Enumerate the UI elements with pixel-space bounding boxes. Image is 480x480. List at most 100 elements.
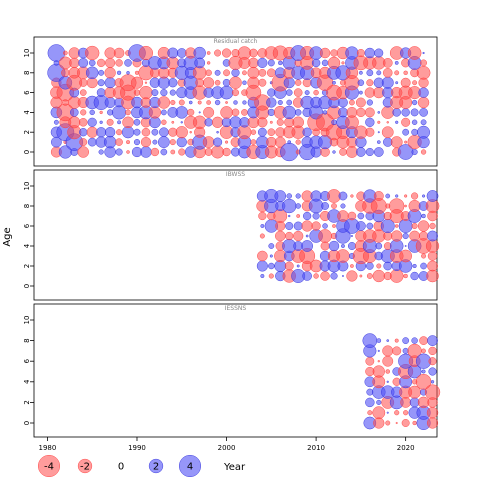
bubble: [419, 108, 428, 117]
bubble: [366, 273, 373, 279]
bubble: [382, 345, 394, 357]
bubble: [421, 369, 426, 374]
bubble: [266, 68, 276, 78]
y-tick-label: 4: [23, 110, 31, 115]
bubble: [80, 109, 87, 116]
bubble: [98, 69, 105, 76]
bubble: [426, 190, 439, 202]
legend-bubble: [178, 454, 202, 478]
y-tick-label: 0: [23, 421, 31, 425]
bubble: [214, 79, 221, 86]
bubble: [337, 210, 349, 222]
bubble: [400, 397, 412, 408]
bubble: [407, 46, 422, 60]
bubble: [427, 230, 438, 242]
bubble: [189, 130, 192, 134]
bubble: [79, 89, 87, 96]
bubble: [401, 117, 411, 127]
bubble: [126, 150, 130, 154]
y-tick-label: 8: [23, 338, 31, 342]
bubble: [377, 120, 381, 124]
bubble: [376, 338, 382, 343]
bubble: [338, 97, 348, 108]
bubble: [428, 367, 437, 376]
legend-bubble: [77, 458, 93, 474]
bubble: [267, 128, 276, 137]
bubble: [134, 70, 140, 75]
bubble: [117, 120, 122, 125]
bubble: [98, 149, 104, 155]
bubble: [225, 101, 228, 104]
bubble: [420, 149, 427, 155]
bubble: [211, 145, 225, 159]
bubble: [295, 203, 301, 209]
x-tick-label: 2000: [218, 444, 236, 452]
legend-label: 2: [153, 462, 159, 473]
legend-item: 0: [118, 462, 124, 473]
bubble: [394, 70, 400, 76]
bubble: [426, 269, 439, 283]
bubble: [250, 129, 257, 135]
bubble: [377, 131, 380, 134]
bubble: [424, 384, 441, 400]
bubble: [364, 47, 376, 59]
bubble: [53, 119, 59, 125]
bubble: [61, 68, 70, 77]
bubble: [69, 57, 80, 69]
bubble: [176, 136, 187, 148]
bubble: [427, 251, 438, 261]
bubble: [341, 244, 345, 248]
bubble: [356, 147, 366, 157]
bubble: [157, 136, 170, 148]
bubble: [211, 116, 224, 128]
bubble: [365, 397, 375, 408]
y-tick-label: 6: [23, 90, 31, 95]
bubble: [257, 250, 268, 262]
bubble: [222, 147, 231, 157]
bubble: [422, 51, 425, 55]
panel-1: IBWSS 0 2 4 6 8 10: [23, 169, 440, 301]
bubble: [377, 360, 380, 363]
bubble: [421, 213, 426, 219]
bubble: [401, 419, 410, 427]
bubble: [148, 106, 162, 119]
bubble: [198, 111, 201, 114]
bubble: [87, 137, 97, 147]
bubble: [342, 275, 344, 277]
bubble: [346, 106, 358, 118]
bubble: [427, 335, 438, 346]
bubble: [170, 149, 176, 155]
bubble: [202, 136, 215, 148]
bubble: [347, 211, 357, 221]
bubble: [268, 262, 275, 270]
x-axis-label: Year: [223, 462, 246, 473]
y-tick-label: 10: [23, 182, 31, 191]
bubble: [105, 57, 116, 68]
bubble: [241, 109, 248, 116]
bubble: [421, 348, 426, 354]
bubble: [381, 76, 394, 89]
bubble: [159, 127, 169, 138]
bubble: [161, 119, 167, 126]
bubble: [141, 127, 151, 137]
bubble: [259, 233, 265, 239]
bubble: [260, 224, 265, 228]
bubble: [386, 411, 389, 414]
bubble: [320, 271, 330, 281]
bubble: [386, 121, 389, 124]
bubble: [187, 108, 195, 116]
bubble: [394, 410, 400, 416]
bubble: [233, 100, 238, 105]
bubble: [150, 147, 160, 157]
bubble: [386, 339, 390, 342]
bubble: [104, 67, 116, 79]
bubble: [169, 139, 176, 146]
legend-bubble: [37, 454, 61, 478]
legend-label: -4: [44, 462, 54, 473]
bubble: [282, 198, 297, 214]
bubble: [258, 68, 267, 77]
bubble: [206, 100, 211, 105]
bubble: [274, 190, 287, 202]
legend-label: -2: [80, 462, 90, 473]
bubble: [269, 120, 273, 124]
